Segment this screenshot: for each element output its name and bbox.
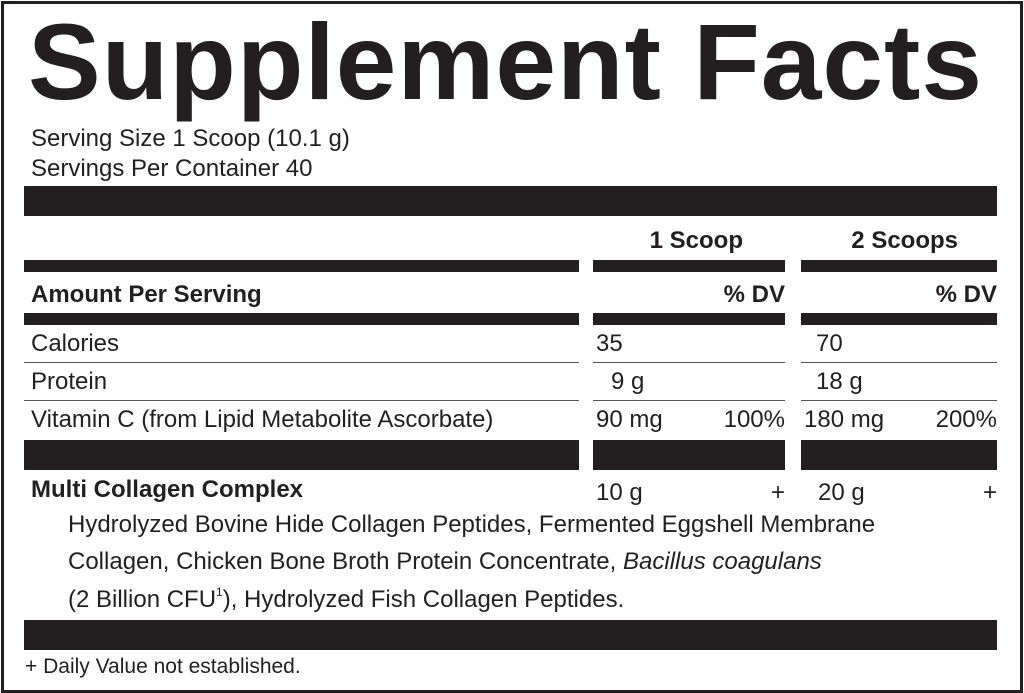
ingredients-text: ), Hydrolyzed Fish Collagen Peptides. <box>222 586 625 613</box>
row-divider <box>593 400 785 401</box>
nutrient-name: Calories <box>31 330 120 357</box>
divider <box>801 313 997 325</box>
amount-1: 9 g <box>611 368 645 395</box>
row-divider <box>801 362 997 363</box>
row-divider <box>593 362 785 363</box>
column-header-2: 2 Scoops <box>851 227 958 254</box>
dv-header-1: % DV <box>723 281 785 308</box>
divider <box>24 313 579 325</box>
thick-divider <box>24 186 997 216</box>
blend-dv-2: + <box>982 479 997 506</box>
ingredients-line-1: Hydrolyzed Bovine Hide Collagen Peptides… <box>68 511 876 538</box>
divider <box>593 260 785 272</box>
dv-2: 200% <box>935 406 997 433</box>
blend-amount-1: 10 g <box>596 479 643 506</box>
ingredients-line-2: Collagen, Chicken Bone Broth Protein Con… <box>68 550 822 574</box>
servings-per-container: Servings Per Container 40 <box>31 155 313 182</box>
blend-name: Multi Collagen Complex <box>31 476 304 503</box>
blend-dv-1: + <box>770 479 785 506</box>
amount-per-serving: Amount Per Serving <box>31 281 262 308</box>
ingredients-text: (2 Billion CFU <box>68 586 217 613</box>
footnote: + Daily Value not established. <box>25 655 301 678</box>
divider <box>593 313 785 325</box>
footnote-marker: 1 <box>216 585 223 599</box>
nutrient-name: Protein <box>31 368 108 395</box>
amount-1: 35 <box>596 330 623 357</box>
amount-2: 180 mg <box>804 406 885 433</box>
row-divider <box>24 400 579 401</box>
column-header-1: 1 Scoop <box>649 227 743 254</box>
dv-header-2: % DV <box>935 281 997 308</box>
amount-2: 70 <box>816 330 843 357</box>
amount-1: 90 mg <box>596 406 663 433</box>
nutrient-name: Vitamin C (from Lipid Metabolite Ascorba… <box>31 406 494 433</box>
divider <box>801 260 997 272</box>
divider <box>24 260 579 272</box>
blend-amount-2: 20 g <box>818 479 865 506</box>
ingredients-italic: Bacillus coagulans <box>623 548 822 575</box>
page-title: Supplement Facts <box>28 1 983 122</box>
amount-2: 18 g <box>816 368 863 395</box>
thick-divider <box>24 620 997 650</box>
row-divider <box>24 362 579 363</box>
dv-1: 100% <box>723 406 785 433</box>
ingredients-line-3: (2 Billion CFU1), Hydrolyzed Fish Collag… <box>68 585 625 613</box>
row-divider <box>801 400 997 401</box>
thick-divider <box>593 440 785 470</box>
thick-divider <box>801 440 997 470</box>
ingredients-text: Collagen, Chicken Bone Broth Protein Con… <box>68 548 623 575</box>
thick-divider <box>24 440 579 470</box>
serving-size: Serving Size 1 Scoop (10.1 g) <box>31 125 350 152</box>
